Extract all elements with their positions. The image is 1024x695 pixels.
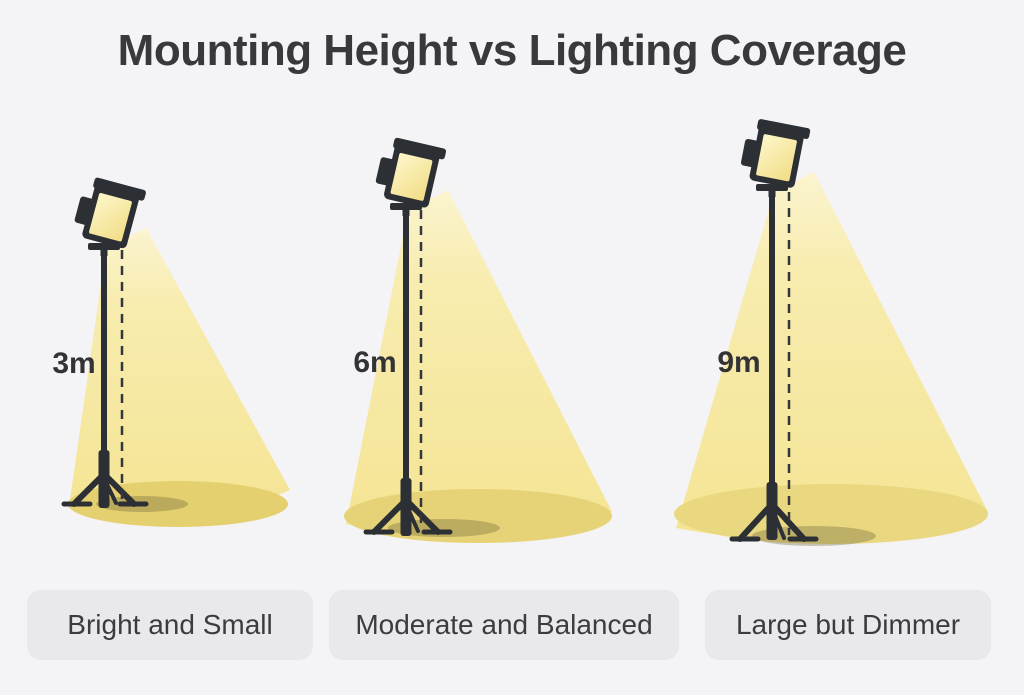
light-unit-3m [61, 174, 290, 527]
caption-large-but-dimmer: Large but Dimmer [705, 590, 991, 660]
caption-bright-and-small: Bright and Small [27, 590, 313, 660]
lamp-head [737, 116, 811, 190]
light-pole-lower [766, 482, 778, 540]
light-cone [346, 190, 612, 537]
light-cone [70, 228, 290, 517]
height-label-3m: 3m [52, 347, 96, 380]
light-unit-6m [344, 135, 612, 543]
light-pole [101, 252, 107, 454]
light-pole [403, 210, 409, 480]
caption-moderate-and-balanced: Moderate and Balanced [329, 590, 679, 660]
light-pole-lower [98, 450, 110, 508]
light-pole [769, 192, 775, 484]
light-pole-lower [400, 478, 412, 536]
light-cone [676, 172, 988, 540]
light-unit-9m [674, 116, 988, 546]
page-title: Mounting Height vs Lighting Coverage [117, 26, 907, 75]
height-label-6m: 6m [353, 346, 397, 379]
height-label-9m: 9m [717, 346, 761, 379]
